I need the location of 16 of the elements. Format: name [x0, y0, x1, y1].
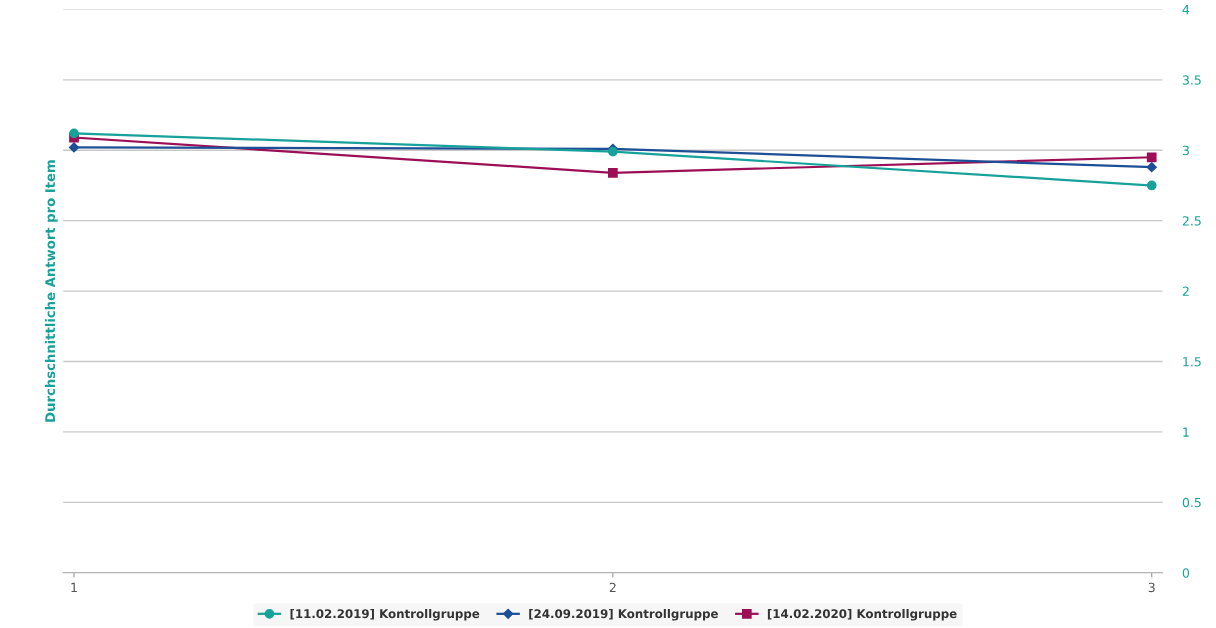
- legend-label: [11.02.2019] Kontrollgruppe: [290, 609, 480, 621]
- y-tick-label: 2: [1182, 286, 1189, 296]
- y-tick-label: 3: [1182, 145, 1189, 156]
- x-tick-label: 1: [71, 582, 77, 592]
- y-tick-label: 4: [1182, 5, 1190, 15]
- x-tick-label: 2: [609, 582, 616, 592]
- y-tick-label: 1.5: [1183, 357, 1201, 367]
- y-tick-label: 0.5: [1182, 497, 1201, 508]
- x-tick-label: 3: [1148, 582, 1155, 593]
- y-tick-label: 0: [1182, 568, 1190, 578]
- legend-label: [24.09.2019] Kontrollgruppe: [529, 609, 718, 621]
- y-tick-label: 2.5: [1182, 216, 1201, 226]
- y-tick-label: 3.5: [1182, 75, 1201, 85]
- legend-label: [14.02.2020] Kontrollgruppe: [767, 609, 957, 621]
- y-axis-title: Durchschnittliche Antwort pro Item: [44, 160, 58, 422]
- y-tick-label: 1: [1183, 427, 1189, 437]
